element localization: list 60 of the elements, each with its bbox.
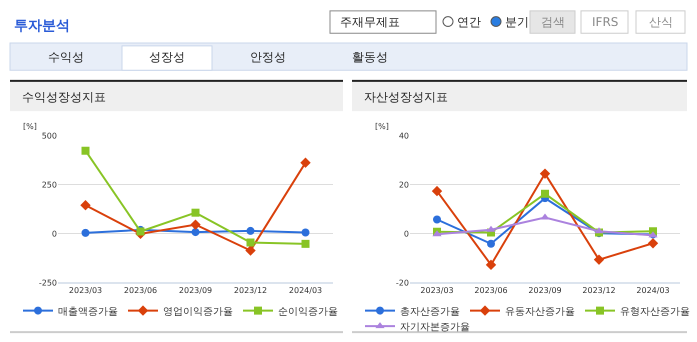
point [486,260,496,270]
x-tick-label: 2023/09 [528,286,562,296]
text: 활동성 [352,50,388,64]
text: 검색 [541,15,565,29]
point [190,219,201,230]
x-tick-label: 2024/03 [636,286,670,296]
text: 수익성 [48,50,84,64]
point [245,245,256,256]
text: IFRS [592,15,618,29]
x-tick-label: 2023/12 [582,286,616,296]
y-tick-label: 0 [404,229,409,238]
legend-label: 총자산증가율 [400,306,460,318]
point [246,226,254,235]
x-tick-label: 2023/06 [474,286,508,296]
y-tick-label: -20 [396,278,409,288]
point [302,228,310,236]
text: 분기 [505,15,529,29]
point [433,215,441,224]
legend-label: 순이익증가율 [278,306,338,318]
x-tick-label: 2023/03 [420,286,454,296]
point [246,238,254,246]
point [594,254,604,265]
text: 주재무제표 [340,15,400,29]
x-tick-label: 2024/03 [288,286,322,296]
point [648,238,658,248]
text: 성장성 [149,50,185,64]
y-tick-label: 250 [42,180,57,190]
legend-label: 유동자산증가율 [505,306,575,318]
text: 연간 [457,15,481,29]
legend-label: 유형자산증가율 [620,306,690,318]
y-axis-title: [%] [23,122,37,131]
y-tick-label: 500 [42,131,57,140]
point [541,190,549,198]
legend-label: 매출액증가율 [58,306,118,318]
text: 안정성 [250,50,286,64]
text: 투자분석 [14,18,70,34]
point [82,228,90,237]
y-tick-label: 0 [52,229,57,238]
x-tick-label: 2023/12 [234,286,268,296]
x-tick-label: 2023/06 [124,286,158,296]
y-tick-label: 20 [398,180,409,190]
point [432,186,442,196]
legend-label: 자기자본증가율 [400,322,470,334]
point [540,168,550,179]
x-tick-label: 2023/03 [68,286,102,296]
point [192,228,200,236]
chart-title: 수익성장성지표 [22,90,106,104]
text: 산식 [649,15,673,29]
point [80,200,91,210]
point [82,146,90,155]
y-axis-title: [%] [375,122,389,131]
point [300,157,311,168]
chart-title: 자산성장성지표 [364,90,448,104]
y-tick-label: 40 [398,131,409,140]
point [192,208,200,217]
point [487,240,495,248]
point [302,240,310,248]
legend-label: 영업이익증가율 [163,306,233,318]
y-tick-label: -250 [38,278,57,288]
x-tick-label: 2023/09 [178,286,212,296]
